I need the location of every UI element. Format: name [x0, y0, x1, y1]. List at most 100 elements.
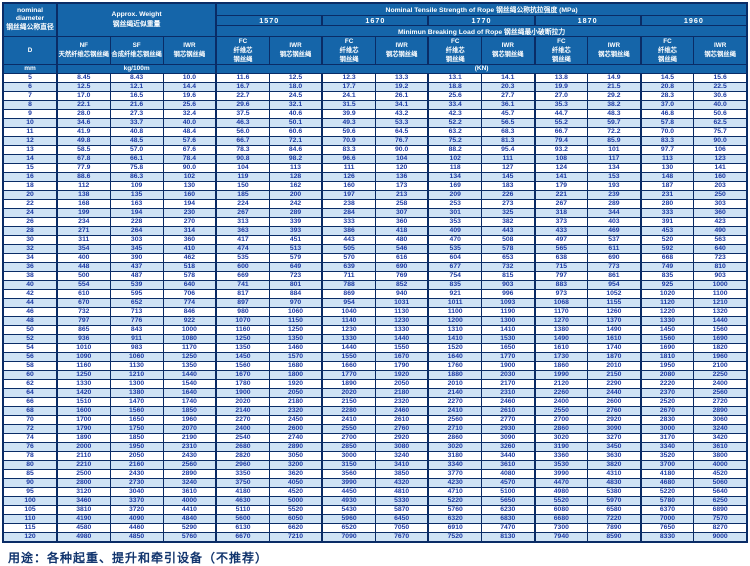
value-cell: 339 — [268, 217, 323, 227]
value-cell: 2180 — [374, 388, 429, 398]
value-cell: 22.1 — [55, 100, 111, 110]
value-cell: 102 — [162, 172, 217, 182]
table-row: 54 1010 983 1170 1350 1460 1440 1550 1520 1650 161… — [2, 343, 747, 353]
diameter-cell: 95 — [2, 487, 57, 497]
value-cell: 238 — [321, 199, 376, 209]
value-cell: 2400 — [533, 397, 588, 407]
value-cell: 1060 — [109, 352, 164, 362]
value-cell: 5220 — [427, 496, 482, 506]
value-cell: 1450 — [639, 325, 694, 335]
value-cell: 1330 — [55, 379, 111, 389]
value-cell: 3340 — [427, 460, 482, 470]
value-cell: 6050 — [268, 514, 323, 524]
value-cell: 2050 — [374, 379, 429, 389]
value-cell: 37.0 — [639, 100, 694, 110]
value-cell: 3240 — [162, 478, 217, 488]
value-cell: 4930 — [321, 496, 376, 506]
value-cell: 1600 — [55, 406, 111, 416]
table-body: 5 8.45 8.43 10.0 11.6 12.5 12.3 13.3 13.1 14.1 13.… — [2, 73, 747, 543]
value-cell: 1100 — [427, 307, 482, 317]
value-cell: 97.7 — [639, 145, 694, 155]
value-cell: 62.5 — [693, 118, 747, 128]
value-cell: 2720 — [693, 397, 747, 407]
value-cell: 3610 — [480, 460, 535, 470]
value-cell: 83.3 — [321, 145, 376, 155]
value-cell: 732 — [55, 307, 111, 317]
value-cell: 57.8 — [639, 118, 694, 128]
value-cell: 2150 — [587, 370, 641, 380]
value-cell: 2890 — [693, 406, 747, 416]
value-cell: 390 — [109, 253, 164, 263]
value-cell: 3040 — [109, 487, 164, 497]
value-cell: 505 — [321, 244, 376, 254]
value-cell: 46.8 — [639, 109, 694, 119]
value-cell: 801 — [268, 280, 323, 290]
header-core-sf-zh: 合成纤维芯钢丝绳 — [111, 51, 162, 59]
value-cell: 3810 — [55, 505, 111, 515]
value-cell: 27.0 — [533, 91, 588, 101]
value-cell: 185 — [215, 190, 270, 200]
value-cell: 706 — [162, 289, 217, 299]
value-cell: 1640 — [427, 352, 482, 362]
value-cell: 313 — [215, 217, 270, 227]
value-cell: 2010 — [427, 379, 482, 389]
value-cell: 1800 — [268, 370, 323, 380]
value-cell: 363 — [215, 226, 270, 236]
value-cell: 1700 — [55, 415, 111, 425]
value-cell: 5520 — [268, 505, 323, 515]
value-cell: 3460 — [55, 496, 111, 506]
value-cell: 209 — [427, 190, 482, 200]
value-cell: 93.2 — [533, 145, 588, 155]
value-cell: 289 — [587, 199, 641, 209]
value-cell: 817 — [215, 289, 270, 299]
value-cell: 861 — [587, 271, 641, 281]
value-cell: 1520 — [427, 343, 482, 353]
value-cell: 1350 — [162, 361, 217, 371]
value-cell: 579 — [268, 253, 323, 263]
value-cell: 443 — [321, 235, 376, 245]
value-cell: 118 — [427, 163, 482, 173]
value-cell: 67.6 — [162, 145, 217, 155]
value-cell: 10.0 — [162, 73, 217, 83]
diameter-cell: 50 — [2, 325, 57, 335]
value-cell: 1690 — [639, 343, 694, 353]
value-cell: 1460 — [268, 343, 323, 353]
value-cell: 193 — [587, 181, 641, 191]
value-cell: 104 — [215, 163, 270, 173]
value-cell: 595 — [109, 289, 164, 299]
value-cell: 1550 — [374, 343, 429, 353]
value-cell: 138 — [55, 190, 111, 200]
value-cell: 318 — [533, 208, 588, 218]
value-cell: 668 — [639, 253, 694, 263]
value-cell: 1380 — [533, 325, 588, 335]
value-cell: 49.8 — [55, 136, 111, 146]
value-cell: 3620 — [268, 469, 323, 479]
table-row: 34 400 390 462 535 579 570 616 604 653 638 690 668 72… — [2, 253, 747, 263]
value-cell: 423 — [693, 217, 747, 227]
iwr-zh: 钢芯钢丝绳 — [704, 51, 736, 59]
value-cell: 64.5 — [374, 127, 429, 137]
value-cell: 221 — [533, 190, 588, 200]
value-cell: 1560 — [639, 334, 694, 344]
value-cell: 2190 — [162, 433, 217, 443]
iwr-zh: 钢芯钢丝绳 — [492, 51, 524, 59]
value-cell: 66.7 — [533, 127, 588, 137]
value-cell: 911 — [109, 334, 164, 344]
value-cell: 134 — [427, 172, 482, 182]
value-cell: 470 — [427, 235, 482, 245]
table-row: 48 797 776 922 1070 1150 1140 1230 1200 1300 1270 1… — [2, 316, 747, 326]
value-cell: 7670 — [374, 532, 429, 543]
value-cell: 2500 — [55, 469, 111, 479]
value-cell: 2740 — [268, 433, 323, 443]
value-cell: 6670 — [215, 532, 270, 543]
value-cell: 5520 — [533, 496, 588, 506]
header-iwr-1960: IWR 钢芯钢丝绳 — [693, 35, 748, 65]
value-cell: 3170 — [639, 433, 694, 443]
value-cell: 497 — [533, 235, 588, 245]
value-cell: 4180 — [215, 487, 270, 497]
table-row: 14 67.8 66.1 78.4 90.8 98.2 96.6 104 102 111 108 11… — [2, 154, 747, 164]
value-cell: 5430 — [321, 505, 376, 515]
value-cell: 98.2 — [268, 154, 323, 164]
header-core-nf-zh: 天然纤维芯钢丝绳 — [58, 51, 109, 59]
value-cell: 6620 — [268, 523, 323, 533]
